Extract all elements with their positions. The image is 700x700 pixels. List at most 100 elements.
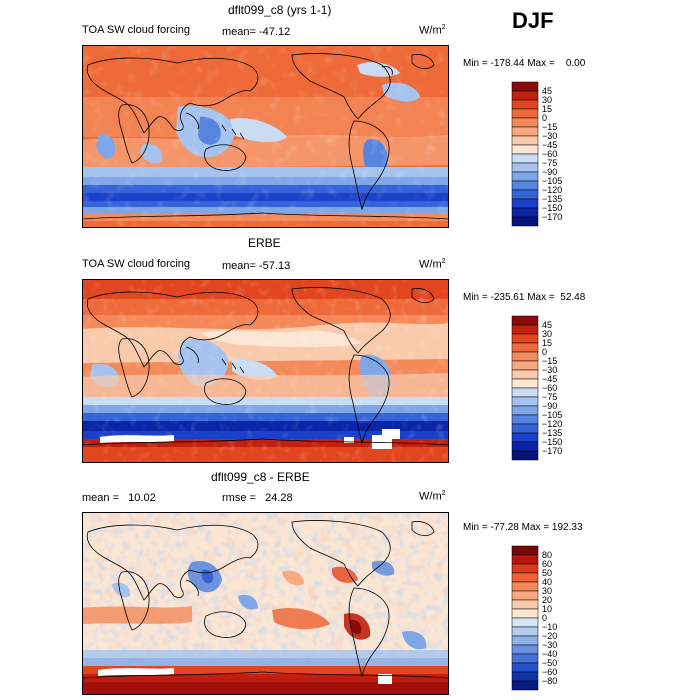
colorbar-tick-label: −80 — [542, 676, 557, 686]
colorbar-swatch — [511, 342, 539, 353]
colorbar-swatch — [511, 153, 539, 164]
colorbar-tick-label: −135 — [542, 428, 562, 438]
colorbar-swatch — [511, 405, 539, 416]
colorbar-swatch — [511, 644, 539, 655]
panel-2-coastlines — [82, 287, 449, 446]
colorbar-tick-label: 50 — [542, 568, 552, 578]
colorbar-swatch — [511, 81, 539, 92]
colorbar-swatch — [511, 135, 539, 146]
colorbar-swatch — [511, 599, 539, 610]
panel-2-variable-label: TOA SW cloud forcing — [82, 258, 191, 270]
panel-3-minmax: Min = -77.28 Max = 192.33 — [463, 522, 583, 533]
colorbar-tick-label: −10 — [542, 622, 557, 632]
colorbar-swatch — [511, 378, 539, 389]
panel-3-title: dflt099_c8 - ERBE — [211, 470, 310, 484]
colorbar-swatch — [511, 162, 539, 173]
colorbar-swatch — [511, 581, 539, 592]
colorbar-swatch — [511, 608, 539, 619]
panel-2-map — [82, 279, 449, 463]
panel-1-map — [82, 45, 449, 228]
colorbar-tick-label: 80 — [542, 550, 552, 560]
season-label: DJF — [512, 8, 554, 33]
colorbar-swatch — [511, 432, 539, 443]
colorbar-swatch — [511, 333, 539, 344]
colorbar-tick-label: −120 — [542, 419, 562, 429]
colorbar-swatch — [511, 441, 539, 452]
colorbar-tick-label: −30 — [542, 640, 557, 650]
colorbar-tick-label: 0 — [542, 613, 547, 623]
panel-3-units: W/m2 — [419, 490, 446, 503]
colorbar-tick-label: 30 — [542, 329, 552, 339]
panel-3-colorbar-boxes — [511, 545, 539, 691]
colorbar-tick-label: 15 — [542, 104, 552, 114]
colorbar-tick-label: 20 — [542, 595, 552, 605]
colorbar-tick-label: −15 — [542, 356, 557, 366]
colorbar-swatch — [511, 90, 539, 101]
panel-1-variable-label: TOA SW cloud forcing — [82, 24, 191, 36]
colorbar-tick-label: 30 — [542, 95, 552, 105]
colorbar-tick-label: 0 — [542, 347, 547, 357]
colorbar-swatch — [511, 563, 539, 574]
colorbar-swatch — [511, 414, 539, 425]
panel-1-units: W/m2 — [419, 24, 446, 37]
colorbar-tick-label: 60 — [542, 559, 552, 569]
colorbar-swatch — [511, 126, 539, 137]
colorbar-tick-label: 45 — [542, 86, 552, 96]
colorbar-tick-label: −60 — [542, 383, 557, 393]
colorbar-tick-label: −50 — [542, 658, 557, 668]
colorbar-tick-label: −45 — [542, 140, 557, 150]
colorbar-tick-label: −20 — [542, 631, 557, 641]
colorbar-swatch — [511, 590, 539, 601]
colorbar-swatch — [511, 635, 539, 646]
colorbar-tick-label: 10 — [542, 604, 552, 614]
colorbar-tick-label: −90 — [542, 401, 557, 411]
colorbar-swatch — [511, 671, 539, 682]
colorbar-swatch — [511, 108, 539, 119]
colorbar-swatch — [511, 662, 539, 673]
panel-1-title: dflt099_c8 (yrs 1-1) — [228, 3, 332, 17]
panel-2-title: ERBE — [248, 236, 281, 250]
colorbar-tick-label: −30 — [542, 131, 557, 141]
panel-1-mean-label: mean= -47.12 — [222, 26, 291, 38]
colorbar-tick-label: −90 — [542, 167, 557, 177]
colorbar-tick-label: −150 — [542, 203, 562, 213]
colorbar-swatch — [511, 315, 539, 326]
colorbar-swatch — [511, 216, 539, 227]
colorbar-swatch — [511, 680, 539, 691]
colorbar-tick-label: 0 — [542, 113, 547, 123]
panel-2-colorbar-labels: 4530150−15−30−45−60−75−90−105−120−135−15… — [542, 320, 562, 456]
colorbar-swatch — [511, 324, 539, 335]
colorbar-tick-label: 15 — [542, 338, 552, 348]
colorbar-swatch — [511, 207, 539, 218]
colorbar-swatch — [511, 572, 539, 583]
colorbar-swatch — [511, 545, 539, 556]
panel-1-minmax: Min = -178.44 Max = 0.00 — [463, 58, 586, 69]
colorbar-tick-label: 30 — [542, 586, 552, 596]
colorbar-swatch — [511, 144, 539, 155]
colorbar-swatch — [511, 554, 539, 565]
colorbar-swatch — [511, 653, 539, 664]
panel-1-colorbar: 4530150−15−30−45−60−75−90−105−120−135−15… — [511, 81, 562, 227]
colorbar-swatch — [511, 450, 539, 461]
colorbar-tick-label: −75 — [542, 158, 557, 168]
colorbar-swatch — [511, 617, 539, 628]
colorbar-tick-label: −170 — [542, 212, 562, 222]
colorbar-swatch — [511, 198, 539, 209]
colorbar-tick-label: −30 — [542, 365, 557, 375]
panel-2-minmax: Min = -235.61 Max = 52.48 — [463, 292, 586, 303]
colorbar-tick-label: −45 — [542, 374, 557, 384]
panel-3-map — [82, 512, 449, 695]
colorbar-swatch — [511, 423, 539, 434]
panel-1-colorbar-boxes — [511, 81, 539, 227]
colorbar-swatch — [511, 387, 539, 398]
panel-2-colorbar-boxes — [511, 315, 539, 461]
panel-2-units: W/m2 — [419, 258, 446, 271]
panel-2-colorbar: 4530150−15−30−45−60−75−90−105−120−135−15… — [511, 315, 562, 461]
panel-1-coastlines — [82, 53, 449, 220]
colorbar-tick-label: −40 — [542, 649, 557, 659]
colorbar-tick-label: −105 — [542, 410, 562, 420]
colorbar-tick-label: 45 — [542, 320, 552, 330]
colorbar-swatch — [511, 189, 539, 200]
colorbar-tick-label: −75 — [542, 392, 557, 402]
